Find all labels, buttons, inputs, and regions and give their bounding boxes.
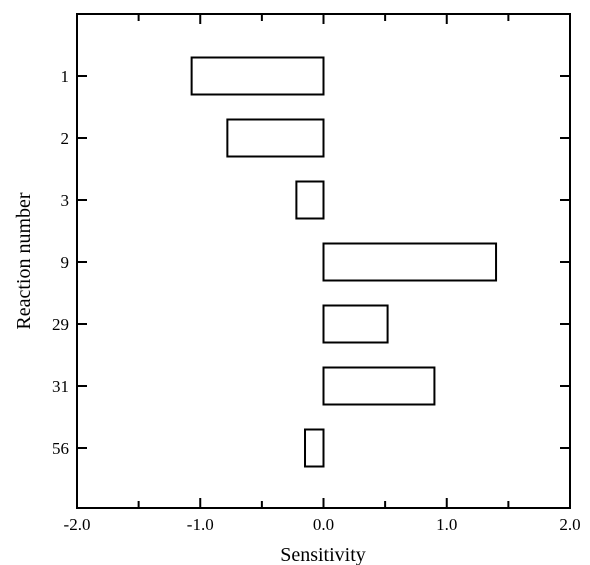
bar-reaction-9 — [322, 242, 498, 282]
y-axis-title: Reaction number — [13, 192, 35, 330]
y-tick-label: 3 — [61, 191, 70, 210]
bar-reaction-56 — [304, 428, 325, 468]
x-tick-label: 2.0 — [559, 515, 580, 534]
bar-reaction-1 — [190, 56, 325, 96]
y-tick-label: 56 — [52, 439, 69, 458]
x-axis-title: Sensitivity — [280, 544, 366, 565]
y-tick-label: 9 — [61, 253, 70, 272]
x-tick-label: 0.0 — [313, 515, 334, 534]
bar-reaction-2 — [226, 118, 325, 158]
x-tick-label: -2.0 — [64, 515, 91, 534]
y-tick-label: 29 — [52, 315, 69, 334]
y-tick-label: 1 — [61, 67, 70, 86]
tick-labels-layer: 1 2 3 9 29 31 56 -2.0 -1.0 0.0 1.0 2.0 — [52, 67, 581, 534]
x-tick-label: 1.0 — [436, 515, 457, 534]
bar-reaction-31 — [322, 366, 436, 406]
x-tick-label: -1.0 — [187, 515, 214, 534]
plot-frame — [76, 13, 571, 509]
bars-layer — [190, 56, 498, 468]
y-tick-label: 2 — [61, 129, 70, 148]
y-tick-label: 31 — [52, 377, 69, 396]
bar-reaction-3 — [295, 180, 325, 220]
bar-reaction-29 — [322, 304, 389, 344]
